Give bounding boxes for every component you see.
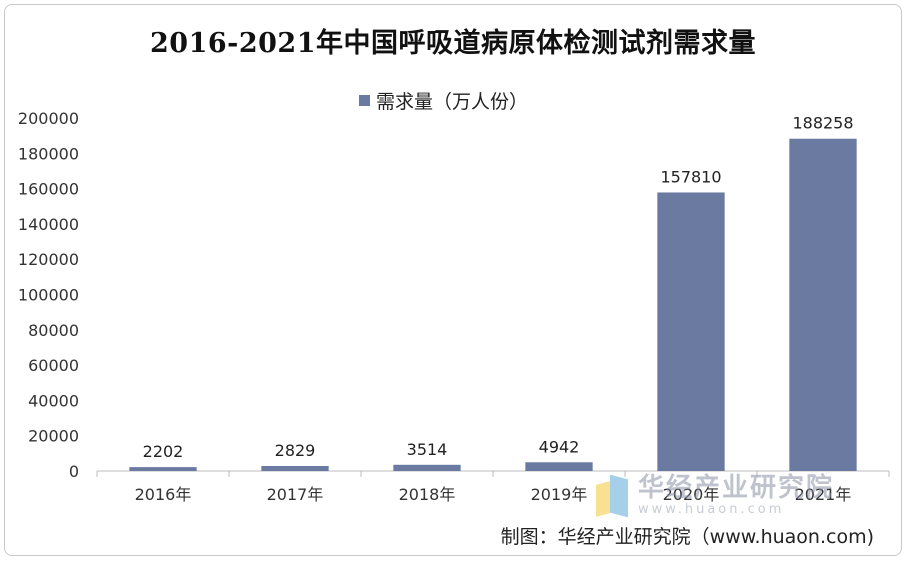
- y-tick-label: 160000: [18, 180, 79, 199]
- bar: [261, 466, 329, 471]
- x-tick-label: 2016年: [135, 485, 192, 504]
- y-tick-label: 0: [69, 462, 79, 481]
- data-label: 4942: [539, 437, 580, 456]
- bar: [129, 467, 197, 471]
- y-tick-label: 140000: [18, 215, 79, 234]
- legend-label: 需求量（万人份）: [376, 91, 529, 113]
- x-tick-label: 2020年: [663, 485, 720, 504]
- x-tick-label: 2018年: [399, 485, 456, 504]
- data-label: 188258: [792, 114, 853, 133]
- y-tick-label: 20000: [28, 427, 79, 446]
- y-tick-label: 40000: [28, 391, 79, 410]
- bar: [525, 462, 593, 471]
- bar: [393, 464, 461, 471]
- data-label: 3514: [407, 440, 448, 459]
- data-label: 157810: [660, 167, 721, 186]
- data-label: 2202: [143, 442, 184, 461]
- y-tick-label: 120000: [18, 250, 79, 269]
- data-label: 2829: [275, 441, 316, 460]
- y-tick-label: 80000: [28, 321, 79, 340]
- chart-title: 2016-2021年中国呼吸道病原体检测试剂需求量: [150, 28, 756, 59]
- y-tick-label: 60000: [28, 356, 79, 375]
- x-tick-label: 2021年: [795, 485, 852, 504]
- y-tick-label: 200000: [18, 109, 79, 128]
- x-tick-label: 2019年: [531, 485, 588, 504]
- bar: [657, 192, 725, 472]
- bar: [789, 138, 857, 472]
- chart-frame: 2016-2021年中国呼吸道病原体检测试剂需求量 需求量（万人份）: [4, 4, 902, 556]
- x-tick-label: 2017年: [267, 485, 324, 504]
- source-note: 制图：华经产业研究院（www.huaon.com): [500, 526, 874, 548]
- chart-legend: 需求量（万人份）: [359, 87, 528, 114]
- y-tick-label: 180000: [18, 144, 79, 163]
- y-tick-label: 100000: [18, 286, 79, 305]
- legend-swatch: [359, 95, 370, 106]
